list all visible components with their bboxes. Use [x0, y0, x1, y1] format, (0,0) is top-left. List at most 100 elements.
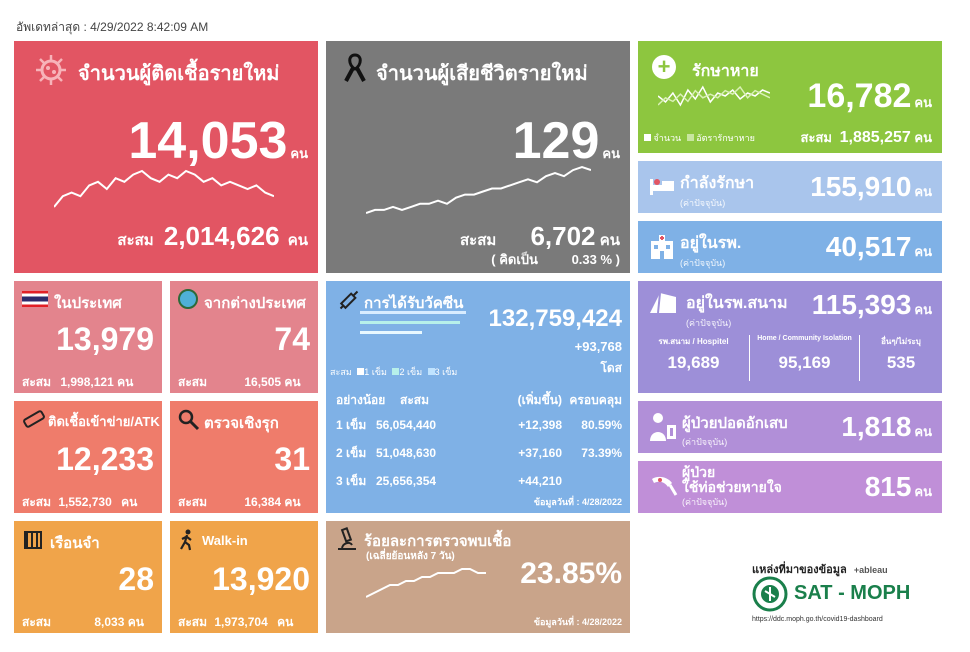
new-cases-value: 14,053	[128, 112, 288, 170]
walkin-accum: 1,973,704	[214, 615, 268, 629]
hospital-value: 40,517	[825, 231, 912, 262]
vaccine-row-total: 56,054,440	[376, 418, 437, 432]
positivity-sub: (เฉลี่ยย้อนหลัง 7 วัน)	[366, 551, 455, 562]
prison-card[interactable]: เรือนจำ 28 สะสม 8,033 คน	[14, 521, 162, 633]
vaccine-legend: สะสม 1 เข็ม 2 เข็ม 3 เข็ม	[330, 365, 457, 379]
domestic-accum-unit: คน	[117, 375, 134, 389]
hospital-card[interactable]: อยู่ในรพ. (ค่าปัจจุบัน) 40,517 คน	[638, 221, 942, 273]
deaths-unit: คน	[602, 146, 620, 161]
positivity-card[interactable]: ร้อยละการตรวจพบเชื้อ (เฉลี่ยย้อนหลัง 7 ว…	[326, 521, 630, 633]
pneumonia-sub: (ค่าปัจจุบัน)	[682, 437, 728, 447]
new-cases-accum-row: สะสม 2,014,626 คน	[117, 221, 308, 252]
vaccine-row-dose: 1 เข็ม	[336, 417, 367, 432]
treating-value-row: 155,910 คน	[810, 171, 932, 203]
treating-card[interactable]: กำลังรักษา (ค่าปัจจุบัน) 155,910 คน	[638, 161, 942, 213]
new-cases-card[interactable]: จำนวนผู้ติดเชื้อรายใหม่ 14,053 คน สะสม 2,…	[14, 41, 318, 273]
vaccine-legend-prefix: สะสม	[330, 367, 352, 377]
source-brand: SAT - MOPH	[794, 582, 911, 604]
vaccine-row-dose: 3 เข็ม	[336, 473, 367, 488]
positivity-title: ร้อยละการตรวจพบเชื้อ	[364, 533, 512, 550]
treating-value: 155,910	[810, 171, 912, 202]
tent-icon	[650, 292, 676, 314]
vaccine-row-cov: 73.39%	[581, 446, 622, 460]
recovered-accum-unit: คน	[914, 130, 932, 145]
magnifier-icon	[178, 409, 200, 431]
hospital-bed-icon	[650, 179, 674, 195]
ventilator-title2: ใช้ท่อช่วยหายใจ	[682, 479, 782, 495]
prison-value: 28	[118, 561, 154, 597]
new-cases-trend-line	[54, 169, 274, 208]
trend-line	[366, 165, 591, 214]
vaccine-bar-3	[360, 331, 422, 334]
vaccine-table-row: 3 เข็ม 25,656,354 +44,210	[336, 467, 622, 495]
atk-card[interactable]: ติดเชื้อเข้าข่าย/ATK 12,233 สะสม 1,552,7…	[14, 401, 162, 513]
syringe-icon	[339, 290, 359, 310]
walkin-card[interactable]: Walk-in 13,920 สะสม 1,973,704 คน	[170, 521, 318, 633]
vaccine-row-inc: +37,160	[518, 446, 562, 460]
atk-title: ติดเชื้อเข้าข่าย/ATK	[48, 414, 160, 429]
domestic-value: 13,979	[56, 321, 154, 357]
legend-box-rate	[686, 134, 694, 141]
medical-cross-icon: +	[652, 55, 676, 79]
ventilator-value: 815	[864, 471, 912, 502]
deaths-card[interactable]: จำนวนผู้เสียชีวิตรายใหม่ 129 คน สะสม 6,70…	[326, 41, 630, 273]
vaccine-header-total: สะสม	[400, 393, 430, 407]
field-hospital-card[interactable]: อยู่ในรพ.สนาม (ค่าปัจจุบัน) 115,393 คน รพ…	[638, 281, 942, 393]
vaccine-bar-2	[360, 321, 460, 324]
vaccine-header-inc: (เพิ่มขึ้น)	[517, 393, 562, 407]
breakdown-label: อื่นๆ/ไม่ระบุ	[881, 337, 921, 346]
moph-logo-icon	[752, 576, 788, 612]
vaccine-row-dose: 2 เข็ม	[336, 445, 367, 460]
walkin-accum-label: สะสม	[178, 615, 208, 629]
breakdown-value: 535	[886, 353, 916, 372]
vaccine-total: 132,759,424	[488, 305, 622, 332]
legend-box-1	[357, 368, 365, 375]
foreign-accum-label: สะสม	[178, 375, 208, 389]
prison-accum: 8,033	[94, 615, 125, 629]
trend-line	[54, 169, 274, 208]
ventilator-card[interactable]: ผู้ป่วย ใช้ท่อช่วยหายใจ (ค่าปัจจุบัน) 81…	[638, 461, 942, 513]
legend-box-2	[392, 368, 400, 375]
prison-accum-unit: คน	[127, 615, 144, 629]
treating-title: กำลังรักษา	[680, 175, 755, 192]
domestic-accum-row: สะสม 1,998,121 คน	[22, 373, 133, 392]
source-url[interactable]: https://ddc.moph.go.th/covid19-dashboard	[752, 616, 883, 623]
domestic-card[interactable]: ในประเทศ 13,979 สะสม 1,998,121 คน	[14, 281, 162, 393]
vaccine-table-row: 1 เข็ม 56,054,440 +12,398 80.59%	[336, 411, 622, 439]
pneumonia-title: ผู้ป่วยปอดอักเสบ	[682, 415, 788, 432]
vaccine-dose-unit: โดส	[600, 361, 622, 375]
atk-accum-unit: คน	[121, 495, 138, 509]
ventilator-title1: ผู้ป่วย	[682, 464, 716, 480]
recovered-trend-lines	[658, 85, 770, 107]
breakdown-label: รพ.สนาม / Hospitel	[658, 337, 729, 346]
pneumonia-card[interactable]: ผู้ป่วยปอดอักเสบ (ค่าปัจจุบัน) 1,818 คน	[638, 401, 942, 453]
recovered-card[interactable]: + รักษาหาย 16,782 คน จำนวน อัตรารักษาหาย …	[638, 41, 942, 153]
vaccine-bar-1	[360, 311, 466, 314]
field-hospital-title-block: อยู่ในรพ.สนาม (ค่าปัจจุบัน)	[686, 291, 788, 330]
foreign-accum-unit: คน	[284, 375, 301, 389]
deaths-percent: 0.33 % )	[571, 252, 620, 267]
ribbon-icon	[344, 53, 366, 82]
microscope-icon	[338, 527, 356, 550]
recovered-legend-count: จำนวน	[653, 133, 682, 143]
vaccine-card[interactable]: การได้รับวัคซีน 132,759,424 +93,768 โดส …	[326, 281, 630, 513]
deaths-value-row: 129 คน	[513, 111, 620, 171]
thailand-flag-icon	[22, 291, 48, 307]
deaths-trend-line	[366, 165, 591, 214]
foreign-title: จากต่างประเทศ	[204, 295, 306, 312]
new-cases-accum-label: สะสม	[117, 232, 154, 249]
proactive-card[interactable]: ตรวจเชิงรุก 31 สะสม 16,384 คน	[170, 401, 318, 513]
ventilator-unit: คน	[914, 484, 932, 499]
recovered-value: 16,782	[807, 77, 912, 115]
new-cases-title: จำนวนผู้ติดเชื้อรายใหม่	[78, 63, 280, 85]
proactive-accum-row: สะสม 16,384 คน	[178, 493, 301, 512]
prison-accum-label: สะสม	[22, 615, 52, 629]
vaccine-row-cov: 80.59%	[581, 418, 622, 432]
field-hospital-value: 115,393	[811, 289, 912, 320]
test-kit-icon	[23, 410, 45, 428]
positivity-trend-line	[366, 568, 486, 598]
legend-box-count	[644, 134, 651, 141]
vaccine-table-header: อย่างน้อย สะสม (เพิ่มขึ้น) ครอบคลุม	[336, 391, 622, 411]
globe-icon	[178, 289, 198, 309]
foreign-card[interactable]: จากต่างประเทศ 74 สะสม 16,505 คน	[170, 281, 318, 393]
